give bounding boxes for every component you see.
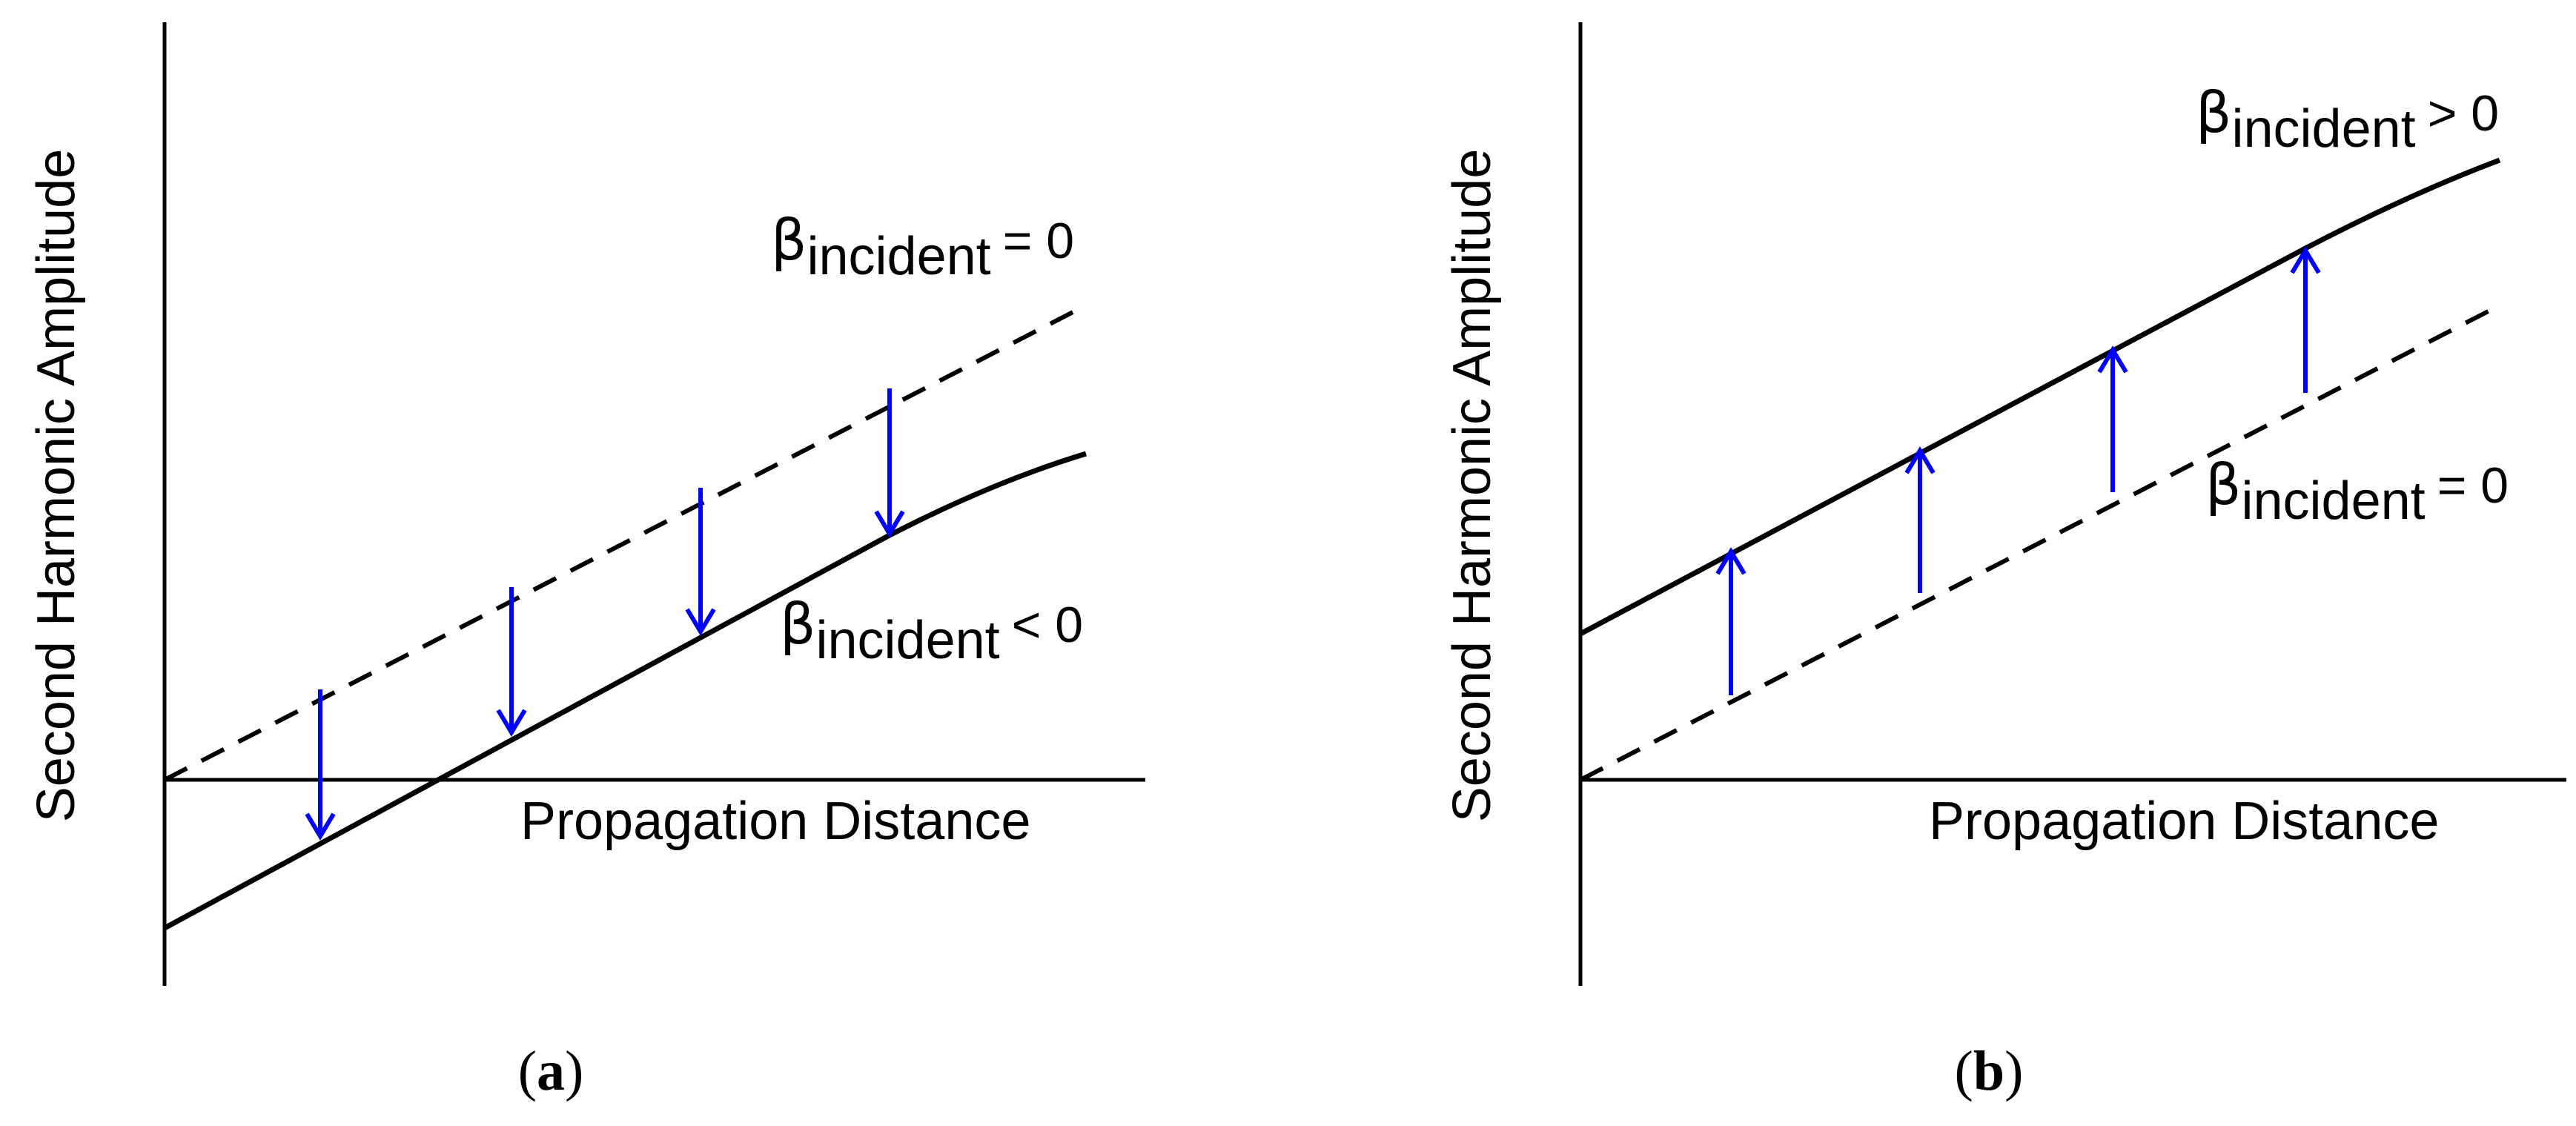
panel-a-solid-label-symbol: β — [780, 591, 816, 657]
panel-a-solid-label-relation: < 0 — [1012, 597, 1083, 653]
panel-b-dashed-curve — [1579, 303, 2501, 782]
panel-b-caption-open: ( — [1955, 1040, 1973, 1102]
panel-b: Second Harmonic Amplitude Propagation Di… — [1443, 22, 2566, 1102]
panel-b-caption-close: ) — [2004, 1040, 2023, 1102]
panel-a-solid-curve — [163, 451, 1087, 931]
panel-a-y-axis-label: Second Harmonic Amplitude — [27, 149, 86, 822]
panel-b-dashed-label-relation: = 0 — [2437, 457, 2509, 514]
panel-b-caption-letter: b — [1973, 1040, 2004, 1102]
panel-a-arrow-2 — [496, 587, 527, 737]
panel-a-arrow-4 — [874, 388, 905, 538]
panel-b-arrow-3 — [2097, 345, 2128, 492]
panel-b-caption: (b) — [1955, 1040, 2024, 1102]
panel-a-x-axis-label: Propagation Distance — [520, 792, 1030, 851]
panel-b-arrows — [1715, 246, 2321, 695]
panel-a: Second Harmonic Amplitude Propagation Di… — [27, 22, 1145, 1102]
panel-b-solid-label-subscript: incident — [2232, 99, 2416, 159]
panel-a-dashed-curve — [163, 303, 1087, 782]
panel-b-arrow-4 — [2290, 246, 2321, 393]
panel-b-solid-label-relation: > 0 — [2428, 85, 2499, 142]
panel-a-dashed-label: βincident = 0 — [771, 207, 1074, 286]
panel-a-caption: (a) — [518, 1040, 584, 1102]
panel-b-arrow-2 — [1904, 446, 1936, 593]
panel-a-arrow-1 — [305, 689, 336, 841]
panel-b-dashed-label-subscript: incident — [2242, 471, 2426, 531]
panel-a-caption-letter: a — [537, 1040, 565, 1102]
panel-b-solid-label: βincident > 0 — [2196, 79, 2499, 159]
panel-a-arrow-3 — [685, 488, 716, 636]
panel-a-solid-label-subscript: incident — [816, 611, 1000, 670]
panel-a-arrows — [305, 388, 905, 841]
panel-a-dashed-label-subscript: incident — [807, 227, 991, 286]
panel-b-x-axis-label: Propagation Distance — [1929, 792, 2439, 851]
panel-b-solid-label-symbol: β — [2196, 79, 2232, 145]
panel-b-solid-curve — [1579, 157, 2501, 637]
panel-a-caption-open: ( — [518, 1040, 537, 1102]
panel-a-dashed-label-relation: = 0 — [1003, 213, 1074, 269]
panel-a-caption-close: ) — [565, 1040, 583, 1102]
panel-b-y-axis-label: Second Harmonic Amplitude — [1443, 149, 1502, 822]
panel-b-dashed-label: βincident = 0 — [2205, 451, 2509, 531]
panel-b-dashed-label-symbol: β — [2205, 451, 2242, 517]
panel-a-dashed-label-symbol: β — [771, 207, 807, 273]
panel-b-arrow-1 — [1715, 547, 1746, 695]
panel-a-solid-label: βincident < 0 — [780, 591, 1083, 670]
